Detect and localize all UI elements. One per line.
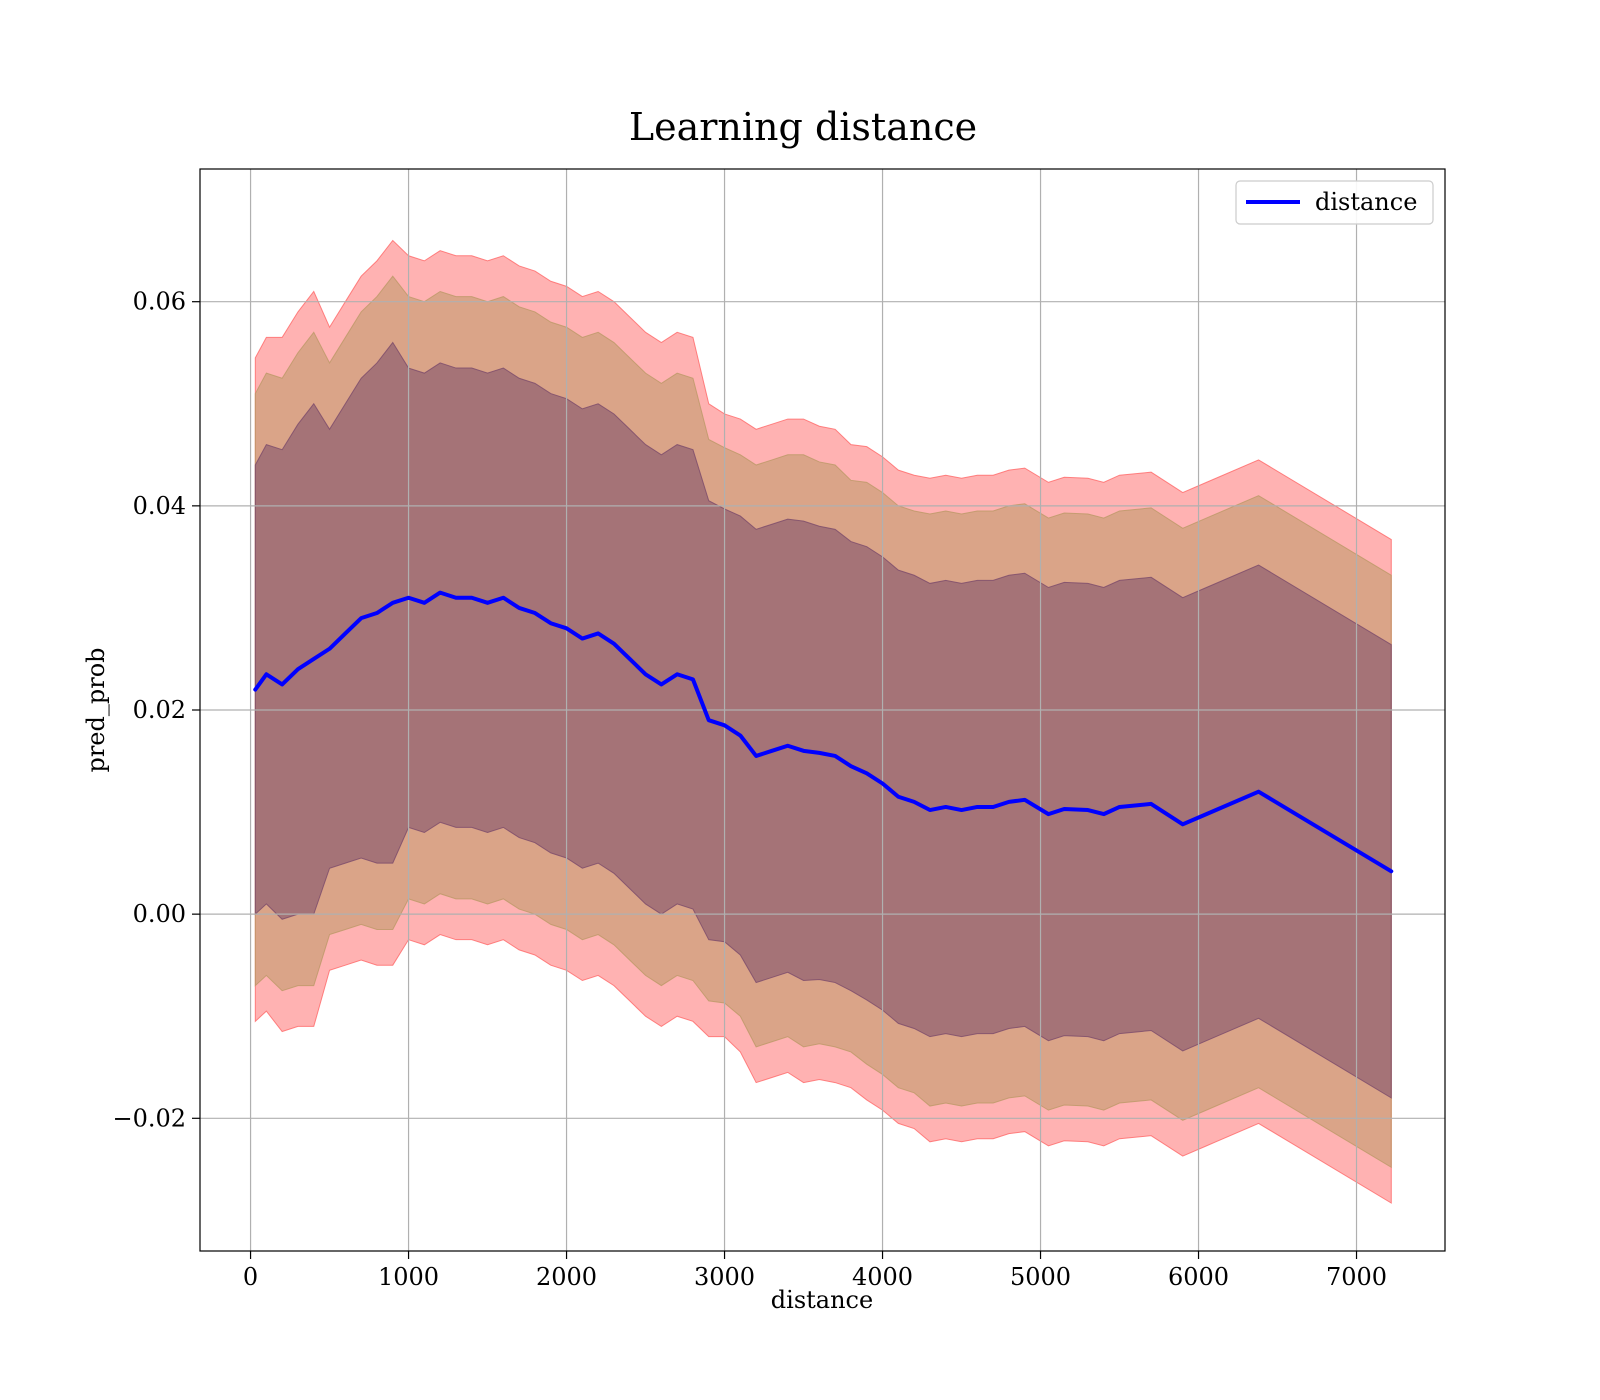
line-layer (253, 590, 1394, 874)
y-tick-label-4: 0.06 (133, 288, 186, 316)
y-axis-label: pred_prob (82, 647, 110, 772)
x-tick-label-1: 1000 (378, 1263, 439, 1291)
y-tick-label-2: 0.02 (133, 696, 186, 724)
legend-label-distance: distance (1315, 188, 1417, 216)
y-tick-label-1: 0.00 (133, 900, 186, 928)
x-axis-label: distance (771, 1286, 873, 1314)
chart-title: Learning distance (629, 105, 977, 149)
y-tick-label-0: −0.02 (112, 1104, 186, 1132)
legend-box (1235, 180, 1434, 225)
bands-layer (254, 239, 1392, 1204)
y-ticks: −0.02 0.00 0.02 0.04 0.06 (112, 288, 200, 1132)
series-line-distance (253, 590, 1394, 874)
x-tick-label-4: 4000 (852, 1263, 913, 1291)
x-tick-label-7: 7000 (1326, 1263, 1387, 1291)
y-tick-label-3: 0.04 (133, 492, 186, 520)
grid-layer (200, 169, 1445, 1251)
legend: distance (1235, 180, 1434, 225)
x-ticks: 0 1000 2000 3000 4000 5000 6000 7000 (243, 1251, 1387, 1291)
x-tick-label-6: 6000 (1168, 1263, 1229, 1291)
x-tick-label-2: 2000 (536, 1263, 597, 1291)
plot-area (199, 168, 1446, 1252)
x-tick-label-0: 0 (243, 1263, 258, 1291)
x-tick-label-5: 5000 (1010, 1263, 1071, 1291)
x-tick-label-3: 3000 (694, 1263, 755, 1291)
